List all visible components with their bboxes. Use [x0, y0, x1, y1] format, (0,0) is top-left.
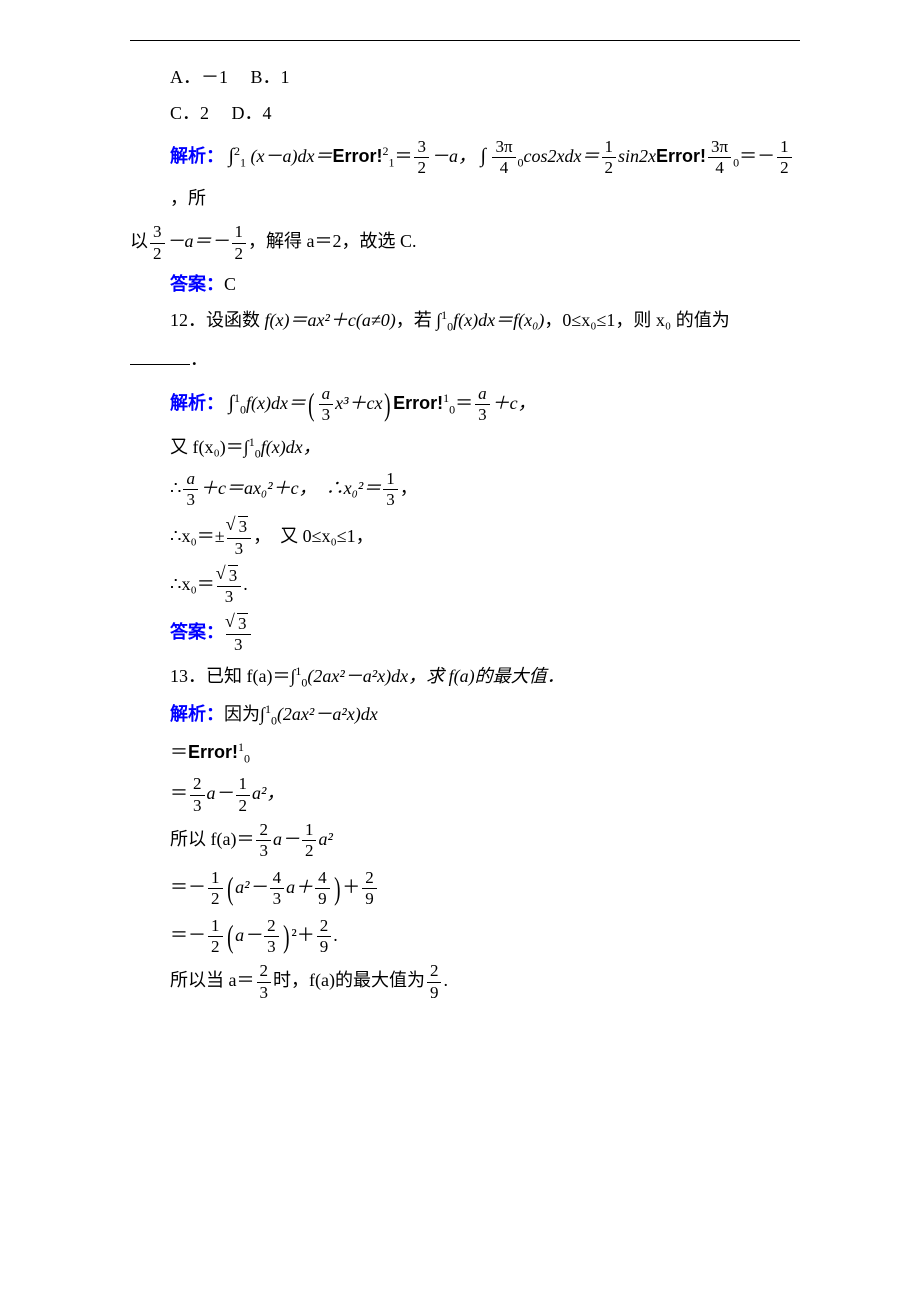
top-rule	[130, 40, 800, 41]
option-line-ab: A．－1 B．1	[130, 61, 800, 93]
a3b: a3	[475, 384, 490, 426]
stem3: ，0≤x₀≤1，则 x₀ 的值为	[544, 310, 729, 330]
q13-l5: 所以当 a＝23时，f(a)的最大值为29.	[130, 961, 800, 1003]
error1: Error!	[332, 146, 382, 166]
option-line-cd: C．2 D．4	[130, 97, 800, 129]
option-b: B．1	[251, 67, 290, 87]
fx: f(x)＝ax²＋c(a≠0)	[265, 310, 396, 330]
option-d: D．4	[232, 103, 272, 123]
q13-l4: ＝－12(a－23)²＋29.	[130, 914, 800, 958]
minus-a: －a，	[431, 146, 476, 166]
option-a: A．－1	[170, 67, 228, 87]
q12-l4: ∴x₀＝±33， 又 0≤x₀≤1，	[130, 515, 800, 559]
q12-l5: ∴x₀＝33.	[130, 563, 800, 607]
err: Error!	[393, 393, 443, 413]
fxdx2: f(x)dx＝	[246, 393, 306, 413]
q13-l2: 所以 f(a)＝23a－12a²	[130, 820, 800, 862]
minus-a2: －a＝－	[167, 231, 230, 251]
option-c: C．2	[170, 103, 209, 123]
q12-stem: 12．设函数 f(x)＝ax²＋c(a≠0)，若 ∫10f(x)dx＝f(x₀)…	[130, 304, 800, 338]
frac4: 3π4	[708, 137, 731, 179]
suo: ，所	[170, 188, 206, 208]
error2: Error!	[656, 146, 706, 166]
int2: ∫	[480, 145, 485, 167]
fxdx: f(x)dx＝f(x₀)	[453, 310, 544, 330]
l2a: 又 f(x₀)＝∫	[170, 437, 249, 457]
q12-l2: 又 f(x₀)＝∫10f(x)dx，	[130, 431, 800, 465]
int-lower: 1	[240, 155, 246, 169]
a3: a3	[319, 384, 334, 426]
expr2: cos2xdx＝	[524, 146, 600, 166]
jiexi-label2: 解析：	[170, 393, 224, 413]
stem2: ，若 ∫	[396, 310, 441, 330]
rparen: )	[385, 392, 391, 418]
q13-l1: ＝23a－12a²，	[130, 774, 800, 816]
frac6: 32	[150, 222, 165, 264]
blank	[130, 347, 190, 365]
frac5: 12	[777, 137, 792, 179]
q13-stem: 13．已知 f(a)＝∫10(2ax²－a²x)dx，求 f(a)的最大值．	[130, 660, 800, 694]
jiexi-label: 解析：	[170, 146, 224, 166]
frac1: 32	[414, 137, 429, 179]
q13-l3: ＝－12(a²－43a＋49)＋29	[130, 866, 800, 910]
yi: 以	[130, 231, 148, 251]
q12-blank: ．	[130, 343, 800, 375]
conclusion: ，解得 a＝2，故选 C.	[248, 231, 417, 251]
stem1: 12．设函数	[170, 310, 265, 330]
eq2: ＝－	[739, 146, 775, 166]
q12-jiexi-l1: 解析： ∫10f(x)dx＝(a3x³＋cx)Error!10＝a3＋c，	[130, 379, 800, 427]
frac7: 12	[232, 222, 247, 264]
frac2: 3π4	[492, 137, 515, 179]
daan-label: 答案：	[170, 274, 224, 294]
sin2x: sin2x	[618, 146, 656, 166]
lparen: (	[308, 392, 314, 418]
expr1: (x－a)dx＝	[250, 146, 332, 166]
rest: x³＋cx	[335, 393, 382, 413]
q12-l3: ∴a3＋c＝ax₀²＋c， ∴x₀²＝13，	[130, 469, 800, 511]
frac3: 12	[602, 137, 617, 179]
q11-jiexi-cont: 以32－a＝－12，解得 a＝2，故选 C.	[130, 222, 800, 264]
eq1: ＝	[394, 146, 412, 166]
q11-jiexi: 解析： ∫21 (x－a)dx＝Error!21＝32－a， ∫ 3π40cos…	[130, 134, 800, 218]
q13-jiexi: 解析：因为∫10(2ax²－a²x)dx	[130, 698, 800, 732]
ans-c: C	[224, 274, 236, 294]
q12-answer: 答案：33	[130, 611, 800, 655]
q11-answer: 答案：C	[130, 268, 800, 300]
q13-err: ＝Error!10	[130, 736, 800, 770]
